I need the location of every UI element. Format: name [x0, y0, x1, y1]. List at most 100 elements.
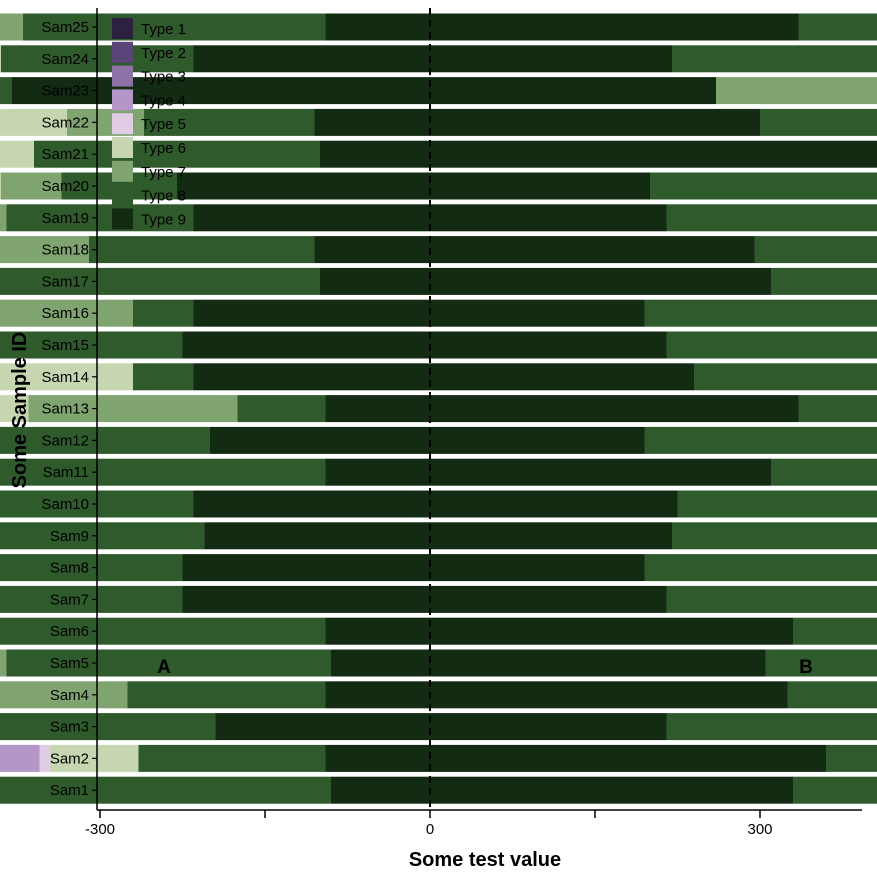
- x-tick-label: 0: [426, 821, 434, 838]
- bar-Sam6-neg-type9: [325, 617, 430, 645]
- bar-Sam18-neg-type8: [89, 236, 315, 264]
- bar-Sam8-pos-type9: [430, 554, 645, 582]
- bar-Sam5-pos-type9: [430, 649, 766, 677]
- bar-Sam12-neg-type9: [210, 426, 430, 454]
- bar-Sam19-neg-type7: [0, 204, 7, 232]
- y-tick-label-Sam13: Sam13: [41, 401, 89, 418]
- bar-Sam4-neg-type7: [0, 681, 128, 709]
- y-tick-label-Sam9: Sam9: [50, 528, 89, 545]
- bar-Sam23-pos-type9: [430, 77, 716, 105]
- bar-Sam25-neg-type7: [0, 13, 23, 41]
- bar-Sam13-neg-type9: [325, 395, 430, 423]
- bar-Sam17-neg-type9: [320, 267, 430, 295]
- bar-Sam11-pos-type9: [430, 458, 771, 486]
- bar-Sam1-neg-type9: [331, 776, 430, 804]
- y-tick-label-Sam14: Sam14: [41, 369, 89, 386]
- bar-Sam14-pos-type8: [694, 363, 877, 391]
- legend-swatch-type6: [112, 137, 133, 158]
- bar-Sam11-pos-type8: [771, 458, 877, 486]
- bar-Sam20-pos-type9: [430, 172, 650, 200]
- bar-Sam20-neg-type6: [0, 172, 1, 200]
- legend-label-type4: Type 4: [141, 92, 186, 109]
- bar-Sam13-pos-type9: [430, 395, 799, 423]
- bar-Sam5-pos-type8: [765, 649, 877, 677]
- x-axis-title: Some test value: [409, 849, 561, 871]
- legend-label-type7: Type 7: [141, 164, 186, 181]
- bar-Sam7-pos-type8: [666, 585, 877, 613]
- bar-Sam10-pos-type9: [430, 490, 678, 518]
- bar-Sam25-pos-type8: [798, 13, 877, 41]
- bar-Sam10-neg-type9: [193, 490, 430, 518]
- legend-swatch-type2: [112, 41, 133, 63]
- bar-Sam14-neg-type9: [193, 363, 430, 391]
- x-ticks: -1500-1200-900-600-300030060090012001500: [85, 810, 773, 838]
- legend-swatch-type3: [112, 65, 133, 87]
- bar-Sam2-neg-type9: [325, 744, 430, 772]
- y-ticks: Sam1 Sam2 Sam3 Sam4 Sam5 Sam6 Sam7 Sam8 Sam9 Sam1…: [41, 19, 97, 799]
- bar-Sam22-neg-type6: [0, 108, 67, 136]
- bar-Sam18-neg-type7: [0, 236, 89, 264]
- y-tick-label-Sam20: Sam20: [41, 178, 89, 195]
- bar-Sam19-pos-type9: [430, 204, 667, 232]
- bar-Sam12-neg-type8: [0, 426, 210, 454]
- y-tick-label-Sam1: Sam1: [50, 782, 89, 799]
- bar-Sam17-pos-type8: [771, 267, 877, 295]
- bar-Sam8-neg-type9: [182, 554, 430, 582]
- bar-Sam18-pos-type8: [754, 236, 877, 264]
- bar-Sam13-neg-type8: [237, 395, 326, 423]
- y-tick-label-Sam4: Sam4: [50, 687, 89, 704]
- bar-Sam1-pos-type8: [793, 776, 877, 804]
- bar-Sam9-neg-type9: [204, 522, 430, 550]
- bar-Sam21-pos-type9: [430, 140, 877, 168]
- bar-Sam12-pos-type9: [430, 426, 645, 454]
- bar-Sam24-pos-type9: [430, 45, 672, 73]
- y-tick-label-Sam10: Sam10: [41, 496, 89, 513]
- bar-Sam15-pos-type8: [666, 331, 877, 359]
- bar-Sam3-neg-type8: [0, 713, 216, 741]
- bar-Sam15-neg-type9: [182, 331, 430, 359]
- bar-Sam9-pos-type9: [430, 522, 672, 550]
- bar-Sam9-pos-type8: [672, 522, 877, 550]
- y-tick-label-Sam23: Sam23: [41, 83, 89, 100]
- bar-Sam22-pos-type9: [430, 108, 760, 136]
- y-tick-label-Sam16: Sam16: [41, 305, 89, 322]
- bar-Sam21-neg-type9: [320, 140, 430, 168]
- y-tick-label-Sam19: Sam19: [41, 210, 89, 227]
- bar-Sam7-neg-type8: [0, 585, 183, 613]
- bar-Sam7-pos-type9: [430, 585, 667, 613]
- bar-Sam16-neg-type8: [133, 299, 194, 327]
- bars-layer: [0, 13, 877, 804]
- y-tick-label-Sam8: Sam8: [50, 560, 89, 577]
- y-tick-label-Sam11: Sam11: [43, 464, 89, 481]
- bar-Sam4-pos-type8: [787, 681, 877, 709]
- bar-Sam4-neg-type9: [325, 681, 430, 709]
- bar-Sam20-neg-type7: [0, 172, 62, 200]
- legend-label-type8: Type 8: [141, 188, 186, 205]
- bar-Sam14-pos-type9: [430, 363, 694, 391]
- bar-Sam24-neg-type6: [0, 45, 1, 73]
- bar-Sam13-neg-type6: [0, 395, 29, 423]
- bar-Sam24-pos-type8: [672, 45, 877, 73]
- bar-Sam6-pos-type8: [793, 617, 877, 645]
- bar-Sam25-pos-type9: [430, 13, 799, 41]
- bar-Sam5-neg-type8: [6, 649, 331, 677]
- bar-Sam16-neg-type9: [193, 299, 430, 327]
- bar-Sam11-neg-type8: [0, 458, 326, 486]
- y-tick-label-Sam25: Sam25: [41, 19, 89, 36]
- bar-Sam7-neg-type9: [182, 585, 430, 613]
- bar-Sam4-neg-type8: [127, 681, 326, 709]
- bar-Sam3-neg-type9: [215, 713, 430, 741]
- bar-Sam23-pos-type7: [716, 77, 877, 105]
- bar-Sam14-neg-type8: [133, 363, 194, 391]
- legend-swatch-type4: [112, 89, 133, 111]
- y-tick-label-Sam12: Sam12: [41, 432, 89, 449]
- bar-Sam1-pos-type9: [430, 776, 793, 804]
- y-tick-label-Sam22: Sam22: [41, 114, 89, 131]
- bar-Sam17-neg-type8: [0, 267, 320, 295]
- legend-label-type3: Type 3: [141, 69, 186, 86]
- bar-Sam18-neg-type9: [314, 236, 430, 264]
- bar-Sam16-pos-type9: [430, 299, 645, 327]
- bar-Sam25-neg-type9: [325, 13, 430, 41]
- legend-label-type5: Type 5: [141, 116, 186, 133]
- legend-label-type9: Type 9: [141, 211, 186, 228]
